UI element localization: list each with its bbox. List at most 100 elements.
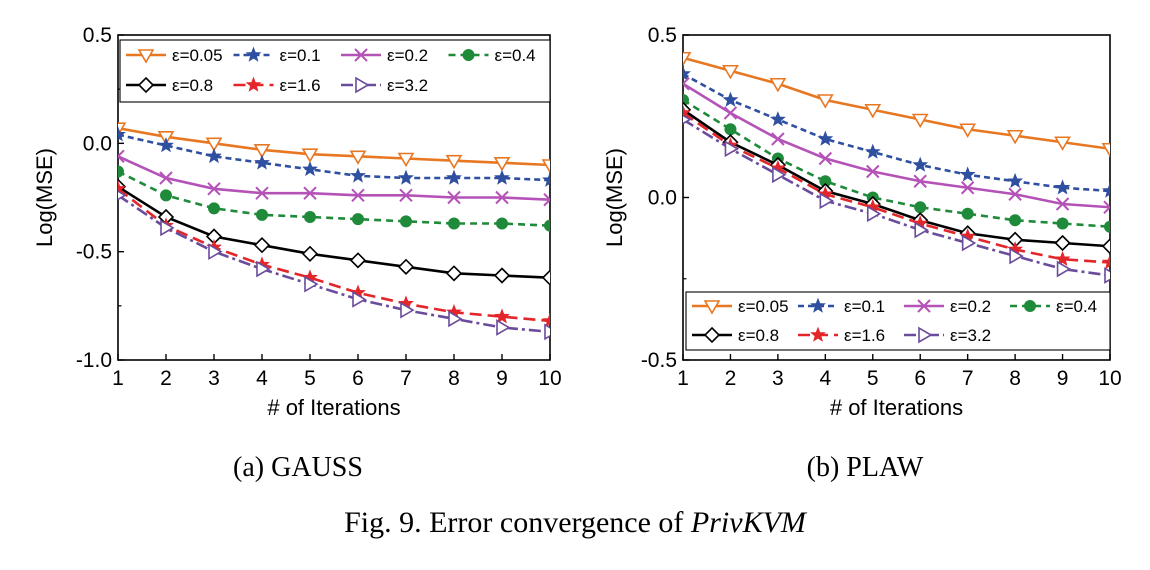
- y-tick-label: 0.0: [83, 132, 112, 155]
- legend-marker: [917, 299, 931, 313]
- data-point: [1102, 182, 1110, 198]
- data-point: [816, 94, 834, 109]
- data-point: [256, 260, 271, 278]
- legend-label: ε=3.2: [387, 76, 428, 95]
- data-point: [818, 151, 833, 166]
- data-point: [866, 164, 880, 179]
- x-tick-label: 5: [304, 367, 316, 390]
- data-point: [349, 252, 367, 269]
- x-tick-label: 3: [772, 367, 784, 390]
- subcaption-b: (b) PLAW: [807, 452, 924, 483]
- data-point: [445, 265, 463, 282]
- data-point: [160, 219, 175, 237]
- figure-caption-method: PrivKVM: [690, 506, 808, 539]
- legend-label: ε=0.1: [844, 297, 885, 316]
- series-line: [683, 56, 1110, 151]
- data-point: [448, 310, 463, 328]
- data-point: [1054, 250, 1071, 266]
- data-point: [1056, 217, 1069, 230]
- data-point: [1054, 136, 1071, 151]
- data-point: [913, 174, 927, 188]
- data-point: [1006, 129, 1024, 145]
- data-point: [160, 189, 172, 202]
- series-line: [118, 126, 550, 167]
- legend-item: ε=3.2: [341, 76, 428, 95]
- data-point: [771, 132, 785, 146]
- y-tick-label: -0.5: [641, 349, 677, 372]
- legend-item: ε=0.2: [341, 46, 428, 65]
- legend-marker: [703, 326, 721, 344]
- x-tick-label: 5: [867, 367, 879, 390]
- data-point: [256, 208, 268, 221]
- data-point: [1054, 179, 1071, 195]
- data-point: [448, 217, 460, 230]
- data-point: [494, 308, 510, 324]
- data-point: [772, 166, 787, 184]
- x-tick-label: 1: [677, 367, 689, 390]
- legend-marker: [810, 326, 826, 342]
- legend-label: ε=0.1: [280, 46, 321, 65]
- data-point: [961, 234, 977, 252]
- series-line: [683, 108, 1110, 248]
- subcaption-a: (a) GAUSS: [233, 452, 363, 483]
- series-line: [118, 187, 550, 323]
- data-point: [960, 181, 975, 195]
- data-point: [817, 130, 834, 146]
- data-point: [301, 245, 319, 262]
- x-tick-label: 7: [400, 367, 412, 390]
- data-point: [724, 140, 740, 158]
- chart-plaw: 1 2 3 4 5 6 7 8 9 10 0.5 0.0 -0.5 # of Iterations Log(…: [602, 24, 1122, 420]
- data-point: [959, 166, 976, 182]
- legend-marker: [354, 48, 368, 62]
- data-point: [253, 144, 271, 159]
- y-tick-label: -0.5: [76, 241, 112, 264]
- data-point: [118, 126, 126, 142]
- legend-item: ε=3.2: [904, 326, 991, 345]
- data-point: [912, 156, 929, 172]
- x-tick-label: 8: [448, 367, 460, 390]
- y-tick-label: 0.0: [648, 187, 677, 210]
- data-point: [445, 154, 463, 170]
- x-tick-label: 4: [256, 367, 268, 390]
- x-tick-label: 1: [112, 367, 124, 390]
- series-line: [118, 133, 550, 182]
- data-point: [959, 123, 977, 138]
- y-axis-label: Log(MSE): [32, 148, 57, 247]
- data-point: [255, 186, 269, 200]
- legend-marker: [918, 326, 933, 344]
- legend-marker: [245, 76, 262, 92]
- data-point: [961, 207, 974, 220]
- legend-box: [685, 291, 1111, 351]
- data-point: [542, 171, 550, 187]
- legend-label: ε=0.05: [172, 46, 223, 65]
- data-point: [302, 160, 318, 177]
- data-point: [208, 202, 220, 215]
- legend-marker: [137, 76, 155, 94]
- series-line: [118, 170, 550, 227]
- data-point: [304, 211, 316, 223]
- data-point: [1008, 187, 1022, 201]
- data-point: [254, 154, 270, 170]
- data-point: [683, 94, 689, 106]
- x-tick-label: 6: [914, 367, 926, 390]
- legend-label: ε=3.2: [950, 326, 991, 345]
- data-point: [352, 213, 364, 226]
- data-point: [1055, 197, 1070, 211]
- data-point: [301, 148, 319, 163]
- data-point: [349, 150, 367, 165]
- legend-item: ε=0.1: [233, 46, 321, 65]
- data-point: [493, 267, 511, 284]
- series-line: [683, 98, 1110, 229]
- chart-gauss: 1 2 3 4 5 6 7 8 9 10 0.5 0.0 -0.5 -1.0 # of Iterations…: [32, 24, 562, 420]
- data-point: [683, 114, 692, 125]
- data-point: [544, 219, 550, 232]
- data-point: [541, 269, 550, 286]
- data-point: [914, 201, 927, 214]
- legend-label: ε=0.2: [387, 46, 428, 65]
- legend-label: ε=0.8: [172, 76, 213, 95]
- data-point: [1104, 267, 1110, 284]
- series-line: [118, 194, 550, 334]
- data-point: [866, 205, 882, 223]
- figure-caption: Fig. 9. Error convergence of PrivKVM: [344, 506, 808, 539]
- legend-label: ε=1.6: [280, 76, 321, 95]
